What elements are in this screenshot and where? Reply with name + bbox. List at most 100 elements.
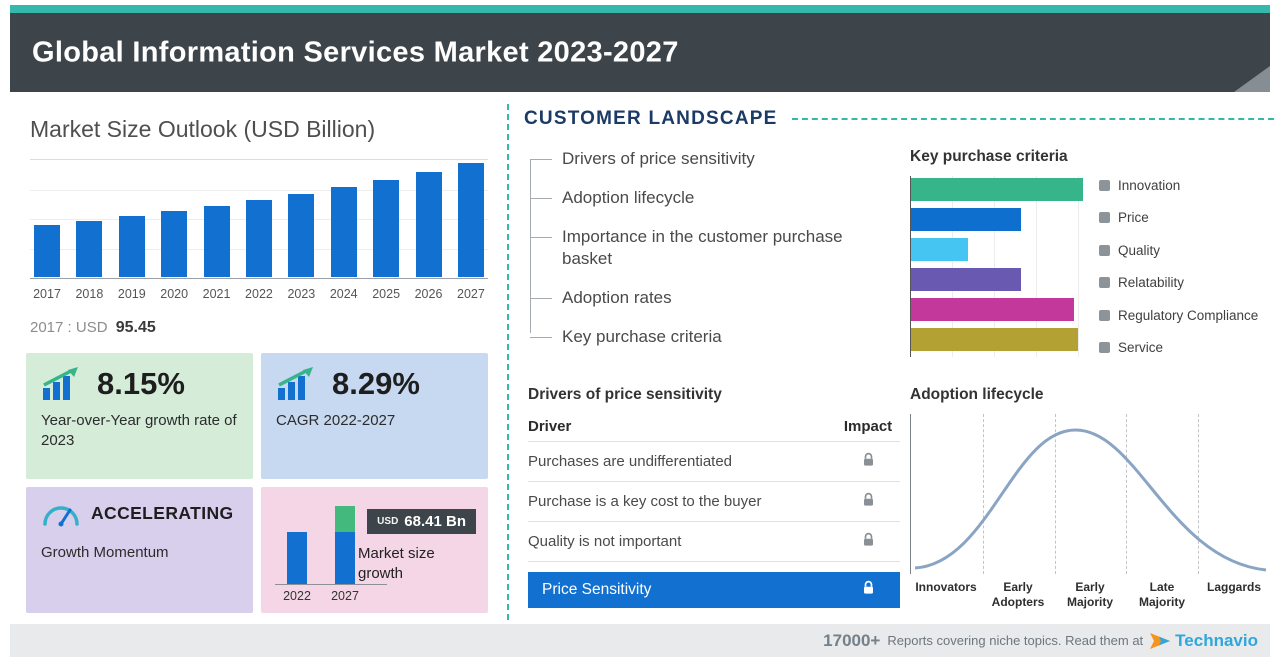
- legend-label: Quality: [1118, 242, 1161, 258]
- section-dashed-rule: [791, 118, 1274, 120]
- market-bar-year-label: 2027: [457, 287, 485, 301]
- lock-icon: [863, 452, 873, 466]
- impact-lock: [836, 580, 900, 600]
- market-bar-column: 2017: [32, 159, 62, 301]
- legend-item: Relatability: [1099, 275, 1258, 290]
- impact-lock: [836, 452, 900, 471]
- legend-marker-icon: [1099, 277, 1110, 289]
- growth-bar-2027: [329, 506, 361, 584]
- market-bar-year-label: 2018: [75, 287, 104, 301]
- purchase-criteria-bar: [911, 298, 1075, 321]
- base-year-value: 95.45: [115, 319, 156, 336]
- footer-bar: 17000+ Reports covering niche topics. Re…: [10, 624, 1270, 657]
- growth-card-label: Market size growth: [358, 545, 435, 582]
- market-bar-column: 2021: [202, 159, 232, 301]
- market-bar: [34, 225, 60, 277]
- purchase-criteria-bar: [911, 208, 1022, 231]
- reports-count: 17000+: [823, 630, 881, 650]
- purchase-criteria-bar: [911, 268, 1022, 291]
- price-sensitivity-highlight-row: Price Sensitivity: [528, 572, 900, 608]
- lifecycle-stage-label: Laggards: [1206, 580, 1261, 594]
- legend-marker-icon: [1099, 244, 1110, 256]
- market-bar: [245, 200, 272, 277]
- market-bar-year-label: 2020: [160, 287, 189, 301]
- legend-label: Relatability: [1118, 275, 1185, 291]
- market-bar-year-label: 2017: [33, 287, 61, 301]
- market-bar-column: 2019: [117, 159, 147, 301]
- market-bar: [330, 187, 357, 277]
- market-bar-year-label: 2022: [245, 287, 273, 301]
- market-bar: [373, 180, 400, 277]
- market-bar: [118, 216, 145, 277]
- market-bars: 2017 2018 2019 2020 2021 2022 2023 2024 2025 2026…: [32, 159, 486, 301]
- gauge-icon: [43, 506, 79, 527]
- market-bar-column: 2020: [159, 159, 189, 301]
- market-bar: [457, 163, 484, 277]
- market-bar-year-label: 2024: [329, 287, 358, 301]
- market-bar-column: 2018: [74, 159, 104, 301]
- lifecycle-chart: [910, 414, 1270, 574]
- legend-item: Regulatory Compliance: [1099, 308, 1258, 323]
- growth-year-label: 2022: [283, 589, 311, 603]
- header-banner: Global Information Services Market 2023-…: [10, 13, 1270, 92]
- purchase-criteria-title: Key purchase criteria: [910, 148, 1068, 165]
- legend-label: Innovation: [1118, 178, 1181, 193]
- legend-marker-icon: [1099, 180, 1110, 191]
- impact-lock: [836, 532, 900, 551]
- landscape-item: Key purchase criteria: [530, 326, 862, 348]
- stat-cards: 8.15% Year-over-Year growth rate of 2023…: [26, 353, 488, 613]
- section-title: CUSTOMER LANDSCAPE: [524, 108, 778, 129]
- cagr-row: 8.29%: [276, 366, 473, 402]
- badge-currency: USD: [377, 516, 399, 527]
- driver-row: Purchase is a key cost to the buyer: [528, 481, 900, 521]
- growth-bar-segment: [335, 532, 355, 584]
- growth-increment-segment: [335, 506, 355, 532]
- cagr-value: 8.29%: [332, 366, 420, 401]
- growth-chart-icon: [278, 367, 313, 400]
- momentum-label: Growth Momentum: [41, 544, 169, 561]
- lock-icon: [863, 492, 873, 506]
- growth-year-label: 2027: [331, 589, 359, 603]
- market-size-panel: Market Size Outlook (USD Billion) 2017 20…: [10, 100, 502, 613]
- momentum-row: ACCELERATING: [41, 500, 238, 527]
- customer-landscape-panel: CUSTOMER LANDSCAPE Drivers of price sens…: [524, 100, 1274, 625]
- technavio-arrow-icon: [1150, 632, 1171, 649]
- market-bar: [76, 221, 103, 277]
- drivers-table-header: Driver Impact: [528, 418, 900, 441]
- market-bar-column: 2025: [371, 159, 401, 301]
- drivers-table-rows: Purchases are undifferentiated Purchase i…: [528, 441, 900, 562]
- cagr-card: 8.29% CAGR 2022-2027: [261, 353, 488, 479]
- key-purchase-criteria-block: Key purchase criteria Innovation Price Qua…: [910, 148, 1272, 357]
- growth-mini-bars: [275, 500, 387, 585]
- cagr-label: CAGR 2022-2027: [276, 412, 396, 429]
- growth-bar-2022: [281, 532, 313, 584]
- market-bar-year-label: 2023: [287, 287, 316, 301]
- base-year-label: 2017 : USD: [30, 319, 108, 336]
- technavio-logo[interactable]: Technavio: [1150, 631, 1258, 651]
- lifecycle-stage-labels: Innovators Early Adopters Early Majority La…: [910, 580, 1270, 610]
- header-accent-strip: [10, 5, 1270, 13]
- gridline: [30, 189, 488, 191]
- purchase-criteria-bar: [911, 178, 1083, 201]
- legend-marker-icon: [1099, 212, 1110, 224]
- landscape-item: Drivers of price sensitivity: [530, 148, 862, 170]
- stage-separator: [1198, 414, 1200, 574]
- landscape-item: Importance in the customer purchase bask…: [530, 226, 862, 270]
- growth-chart-icon: [43, 367, 78, 400]
- stage-separator: [982, 414, 984, 574]
- purchase-criteria-bar: [911, 328, 1078, 351]
- lifecycle-stage-label: Early Adopters: [991, 580, 1045, 609]
- lifecycle-title: Adoption lifecycle: [910, 386, 1044, 403]
- stage-separator: [1126, 414, 1128, 574]
- lifecycle-stage-label: Early Majority: [1066, 580, 1113, 609]
- market-bar-year-label: 2021: [202, 287, 231, 301]
- purchase-criteria-legend: Innovation Price Quality Relatability Regula…: [1099, 176, 1258, 357]
- legend-marker-icon: [1099, 341, 1110, 353]
- yoy-growth-card: 8.15% Year-over-Year growth rate of 2023: [26, 353, 253, 479]
- lifecycle-stage-label: Innovators: [915, 580, 977, 594]
- market-bar-column: 2024: [329, 159, 359, 301]
- legend-item: Service: [1099, 340, 1258, 355]
- growth-mini-chart: 2022 2027: [275, 500, 387, 603]
- lock-icon: [863, 532, 873, 546]
- legend-item: Innovation: [1099, 178, 1258, 193]
